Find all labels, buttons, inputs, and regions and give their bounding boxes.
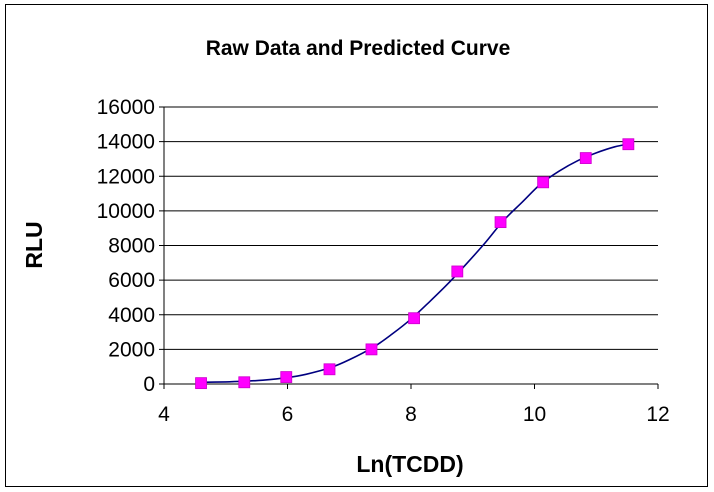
tick-labels: 0 2000 4000 6000 8000 10000 12000 14000 16000 4 6 8… <box>97 96 670 426</box>
chart-title: Raw Data and Predicted Curve <box>206 37 511 60</box>
data-point <box>537 176 550 189</box>
x-tick-label: 4 <box>158 403 170 426</box>
data-point <box>622 138 635 151</box>
gridlines <box>164 106 658 350</box>
y-axis-label: RLU <box>21 221 47 268</box>
y-tick-label: 2000 <box>108 338 155 361</box>
x-axis-label: Ln(TCDD) <box>356 451 463 477</box>
data-point <box>323 363 336 376</box>
y-tick-label: 8000 <box>108 235 155 258</box>
y-tick-label: 0 <box>143 373 155 396</box>
axes <box>159 106 659 389</box>
y-tick-label: 10000 <box>97 200 155 223</box>
data-point <box>408 312 420 325</box>
x-tick-label: 10 <box>523 403 546 426</box>
predicted-curve-line <box>201 143 629 384</box>
data-point <box>494 216 507 229</box>
data-point <box>238 376 251 389</box>
data-point <box>579 152 592 164</box>
data-point <box>451 265 464 278</box>
data-point <box>365 343 378 356</box>
y-tick-label: 16000 <box>97 96 155 119</box>
x-tick-label: 6 <box>282 403 294 426</box>
y-tick-label: 12000 <box>97 165 155 188</box>
x-tick-label: 12 <box>646 403 669 426</box>
y-tick-label: 4000 <box>108 304 155 327</box>
data-point <box>280 371 293 383</box>
data-point <box>195 377 207 390</box>
raw-data-series <box>195 138 635 390</box>
predicted-curve-series <box>201 143 629 384</box>
x-tick-label: 8 <box>405 403 417 426</box>
y-tick-label: 6000 <box>108 269 155 292</box>
y-tick-label: 14000 <box>97 131 155 154</box>
